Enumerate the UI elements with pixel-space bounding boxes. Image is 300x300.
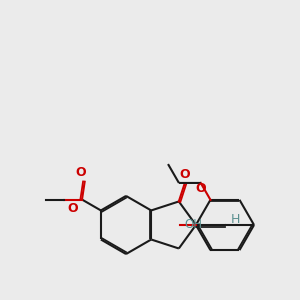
Text: O: O	[179, 168, 190, 181]
Text: O: O	[196, 182, 206, 195]
Text: O: O	[75, 166, 86, 179]
Text: OH: OH	[184, 218, 202, 232]
Text: H: H	[231, 212, 240, 226]
Text: O: O	[68, 202, 78, 215]
